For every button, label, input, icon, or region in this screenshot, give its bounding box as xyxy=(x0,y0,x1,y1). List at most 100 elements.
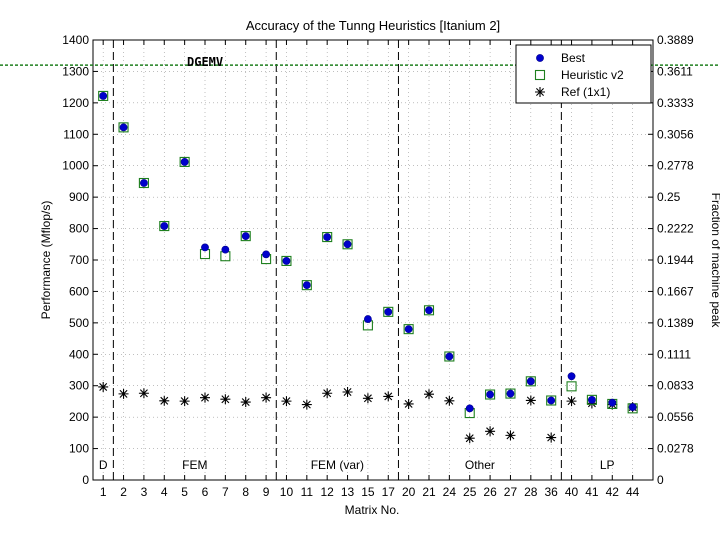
y2-tick-label: 0.3889 xyxy=(657,33,694,47)
x-tick-label: 9 xyxy=(263,485,270,499)
ref-point xyxy=(485,426,496,437)
x-axis-ticks: 1 2 3 4 5 6 7 8 9 10 11 12 13 15 17 20 21 24 25 26 27 28 36 40 4… xyxy=(100,40,640,499)
x-tick-label: 27 xyxy=(504,485,518,499)
legend-label: Ref (1x1) xyxy=(561,85,610,99)
legend-marker xyxy=(535,87,545,97)
heuristic-point xyxy=(240,231,251,242)
y-tick-label: 800 xyxy=(69,222,89,236)
y2-tick-label: 0.1389 xyxy=(657,316,694,330)
x-tick-label: 3 xyxy=(141,485,148,499)
y-tick-label: 1200 xyxy=(62,96,89,110)
best-point xyxy=(140,179,148,187)
best-point xyxy=(323,233,332,241)
ref-point xyxy=(464,433,475,444)
series-best xyxy=(99,92,637,413)
y-tick-label: 200 xyxy=(69,410,89,424)
y-axis-label: Performance (Mflop/s) xyxy=(39,201,53,320)
heuristic-point xyxy=(179,156,190,167)
best-point xyxy=(628,403,637,411)
x-tick-label: 28 xyxy=(524,485,538,499)
y2-tick-label: 0 xyxy=(657,473,664,487)
x-tick-label: 20 xyxy=(402,485,416,499)
ref-point xyxy=(220,394,231,405)
heuristic-point xyxy=(423,305,435,316)
x-tick-label: 2 xyxy=(120,485,127,499)
ref-point xyxy=(240,397,251,408)
x-tick-label: 25 xyxy=(463,485,477,499)
x-tick-label: 8 xyxy=(242,485,249,499)
best-point xyxy=(445,352,454,361)
y2-axis-label: Fraction of machine peak xyxy=(709,193,720,329)
y-tick-label: 1100 xyxy=(63,127,89,141)
ref-point xyxy=(383,391,394,402)
heuristic-point xyxy=(485,389,496,400)
heuristic-point xyxy=(322,232,333,243)
legend-label: Best xyxy=(561,51,586,65)
y2-axis-ticks: 0 0.0278 0.0556 0.0833 0.1111 0.1389 0.1667 0.1… xyxy=(648,33,694,487)
legend: Best Heuristic v2 Ref (1x1) xyxy=(515,44,652,104)
heuristic-point xyxy=(138,177,149,189)
ref-point xyxy=(525,395,536,406)
dgemv-annotation: DGEMV xyxy=(187,55,223,69)
y2-tick-label: 0.2222 xyxy=(657,222,694,236)
best-point xyxy=(506,389,515,398)
heuristic-point xyxy=(546,395,557,406)
best-point xyxy=(160,222,169,230)
best-point xyxy=(241,232,250,241)
y-tick-label: 900 xyxy=(69,190,89,204)
legend-marker xyxy=(536,54,544,62)
y2-tick-label: 0.1667 xyxy=(657,284,694,298)
heuristic-point xyxy=(98,90,109,101)
ref-point xyxy=(138,388,149,399)
ref-point xyxy=(281,396,292,407)
best-point xyxy=(465,404,474,413)
legend-label: Heuristic v2 xyxy=(561,68,624,82)
legend-marker xyxy=(534,69,546,81)
x-tick-label: 26 xyxy=(483,485,497,499)
y2-tick-label: 0.1111 xyxy=(657,347,691,361)
heuristic-point xyxy=(159,221,170,232)
x-tick-label: 41 xyxy=(585,485,599,499)
heuristic-point xyxy=(383,306,394,317)
x-tick-label: 17 xyxy=(382,485,396,499)
y2-tick-label: 0.0833 xyxy=(657,379,694,393)
best-point xyxy=(425,306,433,315)
best-point xyxy=(282,257,291,265)
x-tick-label: 15 xyxy=(361,485,375,499)
group-label-fem-var: FEM (var) xyxy=(311,458,364,472)
group-label-fem: FEM xyxy=(182,458,207,472)
chart-title: Accuracy of the Tunng Heuristics [Itaniu… xyxy=(246,18,500,33)
best-point xyxy=(404,325,413,334)
x-tick-label: 44 xyxy=(626,485,640,499)
y2-tick-label: 0.25 xyxy=(657,190,681,204)
ref-point xyxy=(546,432,557,443)
y-tick-label: 1000 xyxy=(62,159,89,173)
ref-point xyxy=(179,396,190,407)
best-point xyxy=(526,377,535,386)
group-label-other: Other xyxy=(465,458,495,472)
heuristic-point xyxy=(281,255,292,266)
best-point xyxy=(384,307,393,316)
best-point xyxy=(262,250,270,259)
ref-point xyxy=(261,392,272,403)
x-tick-label: 5 xyxy=(181,485,188,499)
best-point xyxy=(180,158,189,166)
group-label-lp: LP xyxy=(600,458,615,472)
heuristic-point xyxy=(525,376,536,387)
y2-tick-label: 0.2778 xyxy=(657,159,694,173)
x-tick-label: 4 xyxy=(161,485,168,499)
heuristic-point xyxy=(118,122,129,133)
y-axis-ticks: 0 100 200 300 400 500 600 700 800 900 1000 1100 1200… xyxy=(62,33,98,487)
x-axis-label: Matrix No. xyxy=(345,503,400,517)
heuristic-point xyxy=(403,324,414,335)
ref-point xyxy=(424,389,434,400)
x-tick-label: 6 xyxy=(202,485,209,499)
y-tick-label: 1300 xyxy=(62,64,89,78)
y-tick-label: 1400 xyxy=(62,33,89,47)
best-point xyxy=(364,315,372,323)
best-point xyxy=(201,243,209,252)
heuristic-point xyxy=(342,239,353,250)
ref-point xyxy=(403,398,414,409)
best-point xyxy=(221,245,230,254)
